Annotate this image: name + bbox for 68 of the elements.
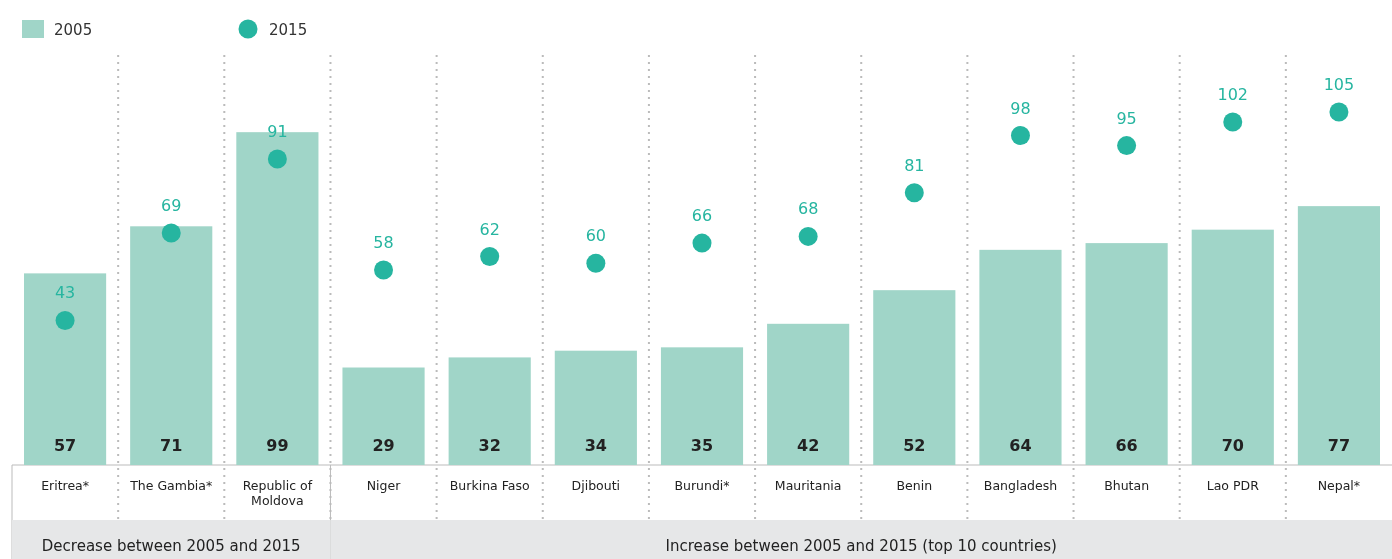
x-tick-label: Benin — [896, 478, 933, 493]
x-tick-label: Lao PDR — [1206, 478, 1260, 493]
data-label: 77 — [1327, 436, 1351, 455]
data-label: 66 — [1115, 436, 1138, 455]
bar — [873, 290, 956, 465]
x-tick-label: Bhutan — [1104, 478, 1150, 493]
data-label: 42 — [797, 436, 820, 455]
data-label: 69 — [161, 196, 182, 216]
bar — [130, 226, 213, 465]
data-label: 70 — [1221, 436, 1244, 455]
bar — [448, 357, 531, 465]
data-label: 52 — [903, 436, 926, 455]
text: Increase between 2005 and 2015 (top 10 countries) — [665, 537, 1057, 555]
data-label: 43 — [54, 283, 76, 303]
data-label: 71 — [160, 436, 183, 455]
bar — [767, 323, 850, 465]
point — [798, 226, 818, 246]
x-tick-label: Burkina Faso — [449, 478, 530, 493]
x-tick-label: Mauritania — [774, 478, 842, 493]
legend-label: 2015 — [269, 21, 308, 39]
bar — [554, 350, 637, 465]
x-tick-label: Niger — [366, 478, 402, 493]
x-tick-label: Nepal* — [1317, 478, 1361, 493]
data-label: 29 — [372, 436, 395, 455]
point — [904, 183, 924, 203]
point — [1117, 136, 1137, 156]
data-label: 95 — [1116, 108, 1137, 128]
data-label: 60 — [585, 226, 607, 246]
point — [1223, 112, 1243, 132]
legend-label: 2005 — [54, 21, 93, 39]
data-label: 58 — [373, 233, 394, 253]
point — [1329, 102, 1349, 122]
x-tick-label: The Gambia* — [129, 478, 213, 493]
data-label: 105 — [1323, 75, 1355, 94]
point — [161, 223, 181, 243]
point — [1010, 126, 1030, 146]
data-label: 34 — [584, 436, 607, 455]
point — [586, 253, 606, 273]
x-tick-label: Burundi* — [674, 478, 730, 493]
x-tick-label: Djibouti — [571, 478, 621, 493]
bar — [1191, 229, 1274, 465]
data-label: 99 — [266, 436, 289, 455]
point — [267, 149, 287, 169]
bar — [1085, 243, 1168, 465]
data-label: 64 — [1009, 436, 1032, 455]
bar — [979, 249, 1062, 465]
x-tick-label: Bangladesh — [983, 478, 1058, 493]
data-label: 35 — [690, 436, 714, 455]
data-label: 66 — [691, 206, 713, 226]
text: Decrease between 2005 and 2015 — [41, 537, 301, 555]
x-tick-label: Eritrea* — [41, 478, 90, 493]
point — [55, 310, 75, 330]
bar — [24, 273, 107, 465]
bar — [660, 347, 744, 465]
bar — [342, 367, 425, 465]
data-label: 91 — [267, 122, 288, 142]
data-label: 32 — [478, 436, 501, 455]
x-tick-label: Republic of Moldova — [242, 478, 313, 508]
point — [374, 260, 394, 280]
point — [692, 233, 712, 253]
data-label: 62 — [479, 219, 500, 239]
data-label: 98 — [1010, 98, 1031, 118]
data-label: 57 — [53, 436, 77, 455]
data-label: 68 — [797, 199, 819, 219]
bar — [1297, 206, 1380, 465]
data-label: 102 — [1217, 85, 1249, 105]
data-label: 81 — [904, 155, 925, 175]
point — [480, 247, 500, 267]
